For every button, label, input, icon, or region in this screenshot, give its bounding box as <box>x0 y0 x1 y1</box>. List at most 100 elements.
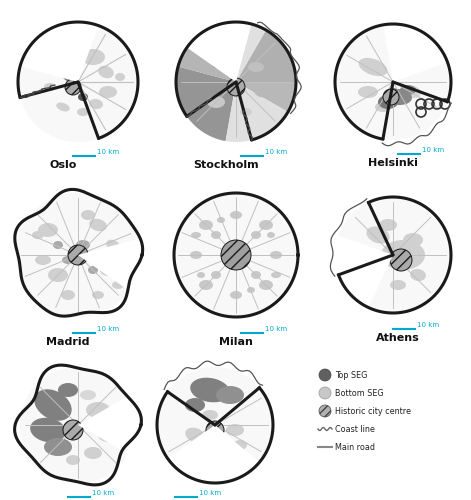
Text: 10 km: 10 km <box>97 326 119 332</box>
Circle shape <box>319 405 331 417</box>
Ellipse shape <box>185 398 205 412</box>
Circle shape <box>65 79 81 95</box>
Text: Oslo: Oslo <box>49 160 77 170</box>
Text: 10 km: 10 km <box>97 149 119 155</box>
Ellipse shape <box>259 220 273 230</box>
Ellipse shape <box>211 55 231 69</box>
Ellipse shape <box>86 402 110 418</box>
Ellipse shape <box>400 85 416 95</box>
Ellipse shape <box>211 271 221 279</box>
Ellipse shape <box>78 93 88 101</box>
Circle shape <box>174 193 298 317</box>
Ellipse shape <box>100 264 116 276</box>
Ellipse shape <box>48 268 68 282</box>
Wedge shape <box>78 391 146 459</box>
Wedge shape <box>236 82 296 112</box>
Ellipse shape <box>63 45 83 59</box>
Ellipse shape <box>44 83 56 91</box>
Ellipse shape <box>202 410 218 420</box>
Ellipse shape <box>218 456 232 464</box>
Ellipse shape <box>99 86 117 98</box>
Circle shape <box>383 89 399 105</box>
Wedge shape <box>78 237 148 295</box>
Circle shape <box>63 420 83 440</box>
Ellipse shape <box>190 251 202 259</box>
Text: 10 km: 10 km <box>92 490 114 496</box>
Ellipse shape <box>378 95 398 109</box>
Wedge shape <box>236 30 296 82</box>
Circle shape <box>20 367 136 483</box>
Wedge shape <box>382 22 449 82</box>
Ellipse shape <box>230 211 242 219</box>
Ellipse shape <box>44 438 72 456</box>
Text: Top SEG: Top SEG <box>335 370 367 380</box>
Ellipse shape <box>267 232 275 238</box>
Ellipse shape <box>185 428 205 442</box>
Ellipse shape <box>61 290 75 300</box>
Ellipse shape <box>270 251 282 259</box>
Ellipse shape <box>240 108 252 116</box>
Ellipse shape <box>192 445 208 455</box>
Ellipse shape <box>81 49 105 65</box>
Ellipse shape <box>65 81 81 93</box>
Ellipse shape <box>88 266 98 274</box>
Ellipse shape <box>98 66 114 78</box>
Ellipse shape <box>379 219 397 231</box>
Ellipse shape <box>106 415 120 425</box>
Text: Athens: Athens <box>376 333 420 343</box>
Circle shape <box>157 367 273 483</box>
Ellipse shape <box>56 102 70 112</box>
Text: Helsinki: Helsinki <box>368 158 418 168</box>
Circle shape <box>335 24 451 140</box>
Circle shape <box>18 22 138 142</box>
Ellipse shape <box>363 263 383 277</box>
Ellipse shape <box>34 390 72 420</box>
Ellipse shape <box>199 280 213 290</box>
Ellipse shape <box>38 223 58 237</box>
Text: Milan: Milan <box>219 337 253 347</box>
Ellipse shape <box>358 58 387 76</box>
Circle shape <box>206 421 224 439</box>
Ellipse shape <box>388 88 398 96</box>
Circle shape <box>319 369 331 381</box>
Ellipse shape <box>35 255 51 265</box>
Ellipse shape <box>76 240 90 250</box>
Ellipse shape <box>381 240 425 270</box>
Text: 10 km: 10 km <box>417 322 439 328</box>
Ellipse shape <box>366 226 390 244</box>
Wedge shape <box>185 20 252 82</box>
Ellipse shape <box>58 383 78 397</box>
Ellipse shape <box>375 102 391 112</box>
Ellipse shape <box>259 280 273 290</box>
Text: Madrid: Madrid <box>46 337 90 347</box>
Ellipse shape <box>271 272 281 278</box>
Text: Historic city centre: Historic city centre <box>335 406 411 416</box>
Ellipse shape <box>251 271 261 279</box>
Wedge shape <box>333 234 393 310</box>
Ellipse shape <box>197 272 205 278</box>
Ellipse shape <box>396 55 420 69</box>
Ellipse shape <box>190 378 230 402</box>
Ellipse shape <box>89 219 107 231</box>
Ellipse shape <box>115 73 125 81</box>
Ellipse shape <box>63 72 73 82</box>
Ellipse shape <box>66 455 80 465</box>
Wedge shape <box>202 22 266 82</box>
Text: Bottom SEG: Bottom SEG <box>335 388 383 398</box>
Circle shape <box>390 249 412 271</box>
Ellipse shape <box>226 424 244 436</box>
Ellipse shape <box>199 220 213 230</box>
Text: Stockholm: Stockholm <box>193 160 259 170</box>
Ellipse shape <box>384 89 412 105</box>
Text: 10 km: 10 km <box>199 490 221 496</box>
Ellipse shape <box>248 62 264 72</box>
Ellipse shape <box>390 280 406 290</box>
Ellipse shape <box>32 231 44 239</box>
Ellipse shape <box>216 386 244 404</box>
Ellipse shape <box>233 440 247 450</box>
Ellipse shape <box>77 108 89 116</box>
Circle shape <box>176 22 296 142</box>
Wedge shape <box>178 33 236 82</box>
Text: 10 km: 10 km <box>265 149 287 155</box>
Ellipse shape <box>80 390 96 400</box>
